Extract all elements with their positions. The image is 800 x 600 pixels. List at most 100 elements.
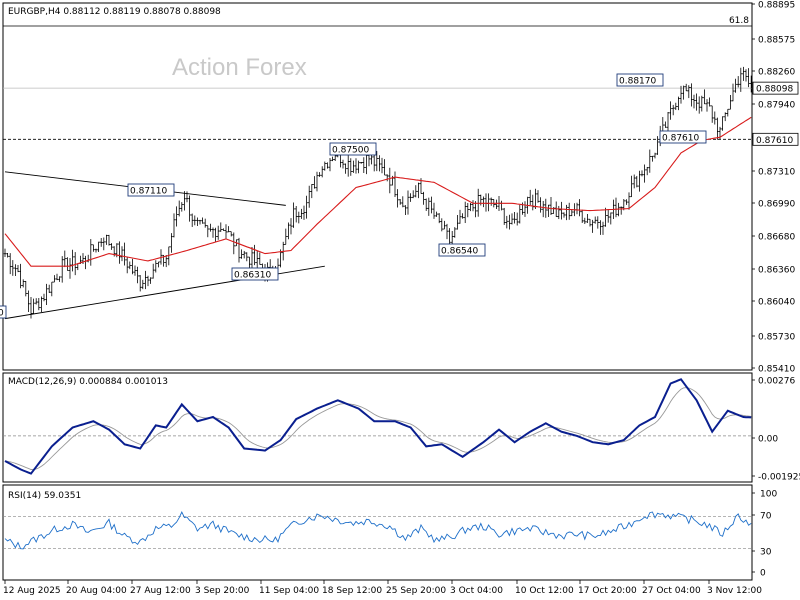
price-bar: [656, 136, 659, 155]
price-bar: [502, 207, 506, 225]
annotation-box: [329, 142, 377, 156]
price-bar: [24, 280, 28, 297]
current-price-box: 0.88098: [752, 81, 799, 95]
price-bar: [674, 102, 678, 111]
price-bar: [651, 155, 654, 162]
price-bar: [583, 217, 587, 225]
support-price-box-text: 0.87610: [756, 136, 793, 146]
price-bar: [99, 238, 103, 247]
price-bar: [380, 157, 384, 174]
price-bar: [45, 283, 48, 305]
price-annotation: 0.86310: [231, 267, 279, 281]
price-bar: [729, 94, 732, 110]
price-bar: [310, 183, 314, 199]
price-bar: [414, 185, 418, 198]
price-bar: [16, 265, 20, 273]
price-bar: [726, 108, 730, 117]
rsi-tick-label: 70: [760, 512, 772, 522]
price-bar: [146, 275, 150, 287]
price-bar: [307, 185, 311, 208]
annotation-box: [231, 267, 279, 281]
price-bar: [313, 176, 316, 189]
price-bar: [570, 209, 574, 217]
price-bar: [123, 242, 126, 266]
price-bar: [417, 182, 420, 199]
price-bar: [643, 164, 646, 183]
price-bar: [151, 263, 155, 279]
price-bar: [411, 190, 415, 199]
price-bar: [47, 284, 51, 293]
price-bar: [510, 213, 514, 225]
price-bar: [144, 270, 147, 290]
price-bar: [97, 241, 100, 252]
price-bar: [8, 253, 12, 275]
price-bar: [341, 159, 345, 169]
price-bar: [742, 66, 745, 81]
price-bar: [300, 208, 303, 219]
price-bar: [466, 202, 470, 218]
price-bar: [383, 159, 386, 176]
price-bar: [102, 237, 106, 251]
price-bar: [242, 250, 246, 259]
price-bar: [599, 220, 602, 235]
price-bar: [562, 212, 566, 218]
price-bar: [105, 234, 108, 245]
price-bar: [684, 83, 688, 92]
fib-level-label: 61.8: [729, 16, 749, 26]
price-bar: [437, 213, 441, 224]
price-bar: [141, 279, 145, 290]
price-bar: [677, 96, 680, 111]
price-bar: [84, 255, 87, 270]
price-bar: [164, 254, 168, 268]
price-bar: [575, 202, 579, 215]
price-bar: [326, 162, 329, 169]
time-tick-label: 3 Sep 20:00: [195, 586, 250, 596]
price-bar: [305, 195, 308, 219]
price-bar: [424, 198, 428, 211]
price-bar: [393, 171, 397, 198]
price-bar: [513, 211, 516, 224]
macd-tick-label: 0.00276: [758, 377, 795, 387]
price-bar: [614, 197, 618, 218]
price-bar: [19, 263, 22, 289]
price-bar: [365, 153, 368, 175]
price-bar: [149, 277, 152, 284]
price-bar: [640, 170, 644, 177]
price-bar: [284, 228, 288, 245]
price-bar: [557, 205, 561, 220]
price-bar: [635, 175, 639, 188]
price-bar: [11, 260, 15, 276]
price-bar: [201, 217, 204, 224]
rsi-line: [4, 511, 752, 550]
price-panel-frame: [2, 2, 753, 371]
price-bar: [248, 256, 251, 269]
time-tick-label: 18 Sep 12:00: [322, 586, 382, 596]
price-bar: [128, 261, 132, 270]
price-bar: [125, 256, 129, 274]
price-bar: [682, 85, 685, 100]
macd-label: MACD(12,26,9) 0.000884 0.001013: [8, 377, 168, 387]
price-bar: [42, 293, 46, 302]
price-bar: [34, 298, 38, 305]
price-bar: [110, 243, 113, 250]
price-bar: [406, 190, 410, 215]
price-bar: [435, 211, 438, 217]
price-tick-label: 0.86360: [758, 266, 795, 276]
price-bar: [593, 216, 597, 224]
price-bar: [133, 265, 137, 276]
price-tick-label: 0.86040: [758, 298, 795, 308]
price-bar: [697, 96, 701, 114]
price-bar: [385, 174, 389, 182]
price-bar: [167, 246, 171, 266]
price-bar: [749, 75, 753, 93]
price-bar: [185, 191, 189, 203]
price-bar: [289, 218, 293, 235]
price-bars: [3, 66, 753, 319]
price-bar: [331, 156, 334, 162]
price-bar: [744, 69, 748, 82]
price-bar: [209, 223, 212, 232]
price-bar: [63, 250, 67, 268]
time-tick-label: 11 Sep 04:00: [259, 586, 319, 596]
time-tick-label: 27 Aug 12:00: [130, 586, 191, 596]
